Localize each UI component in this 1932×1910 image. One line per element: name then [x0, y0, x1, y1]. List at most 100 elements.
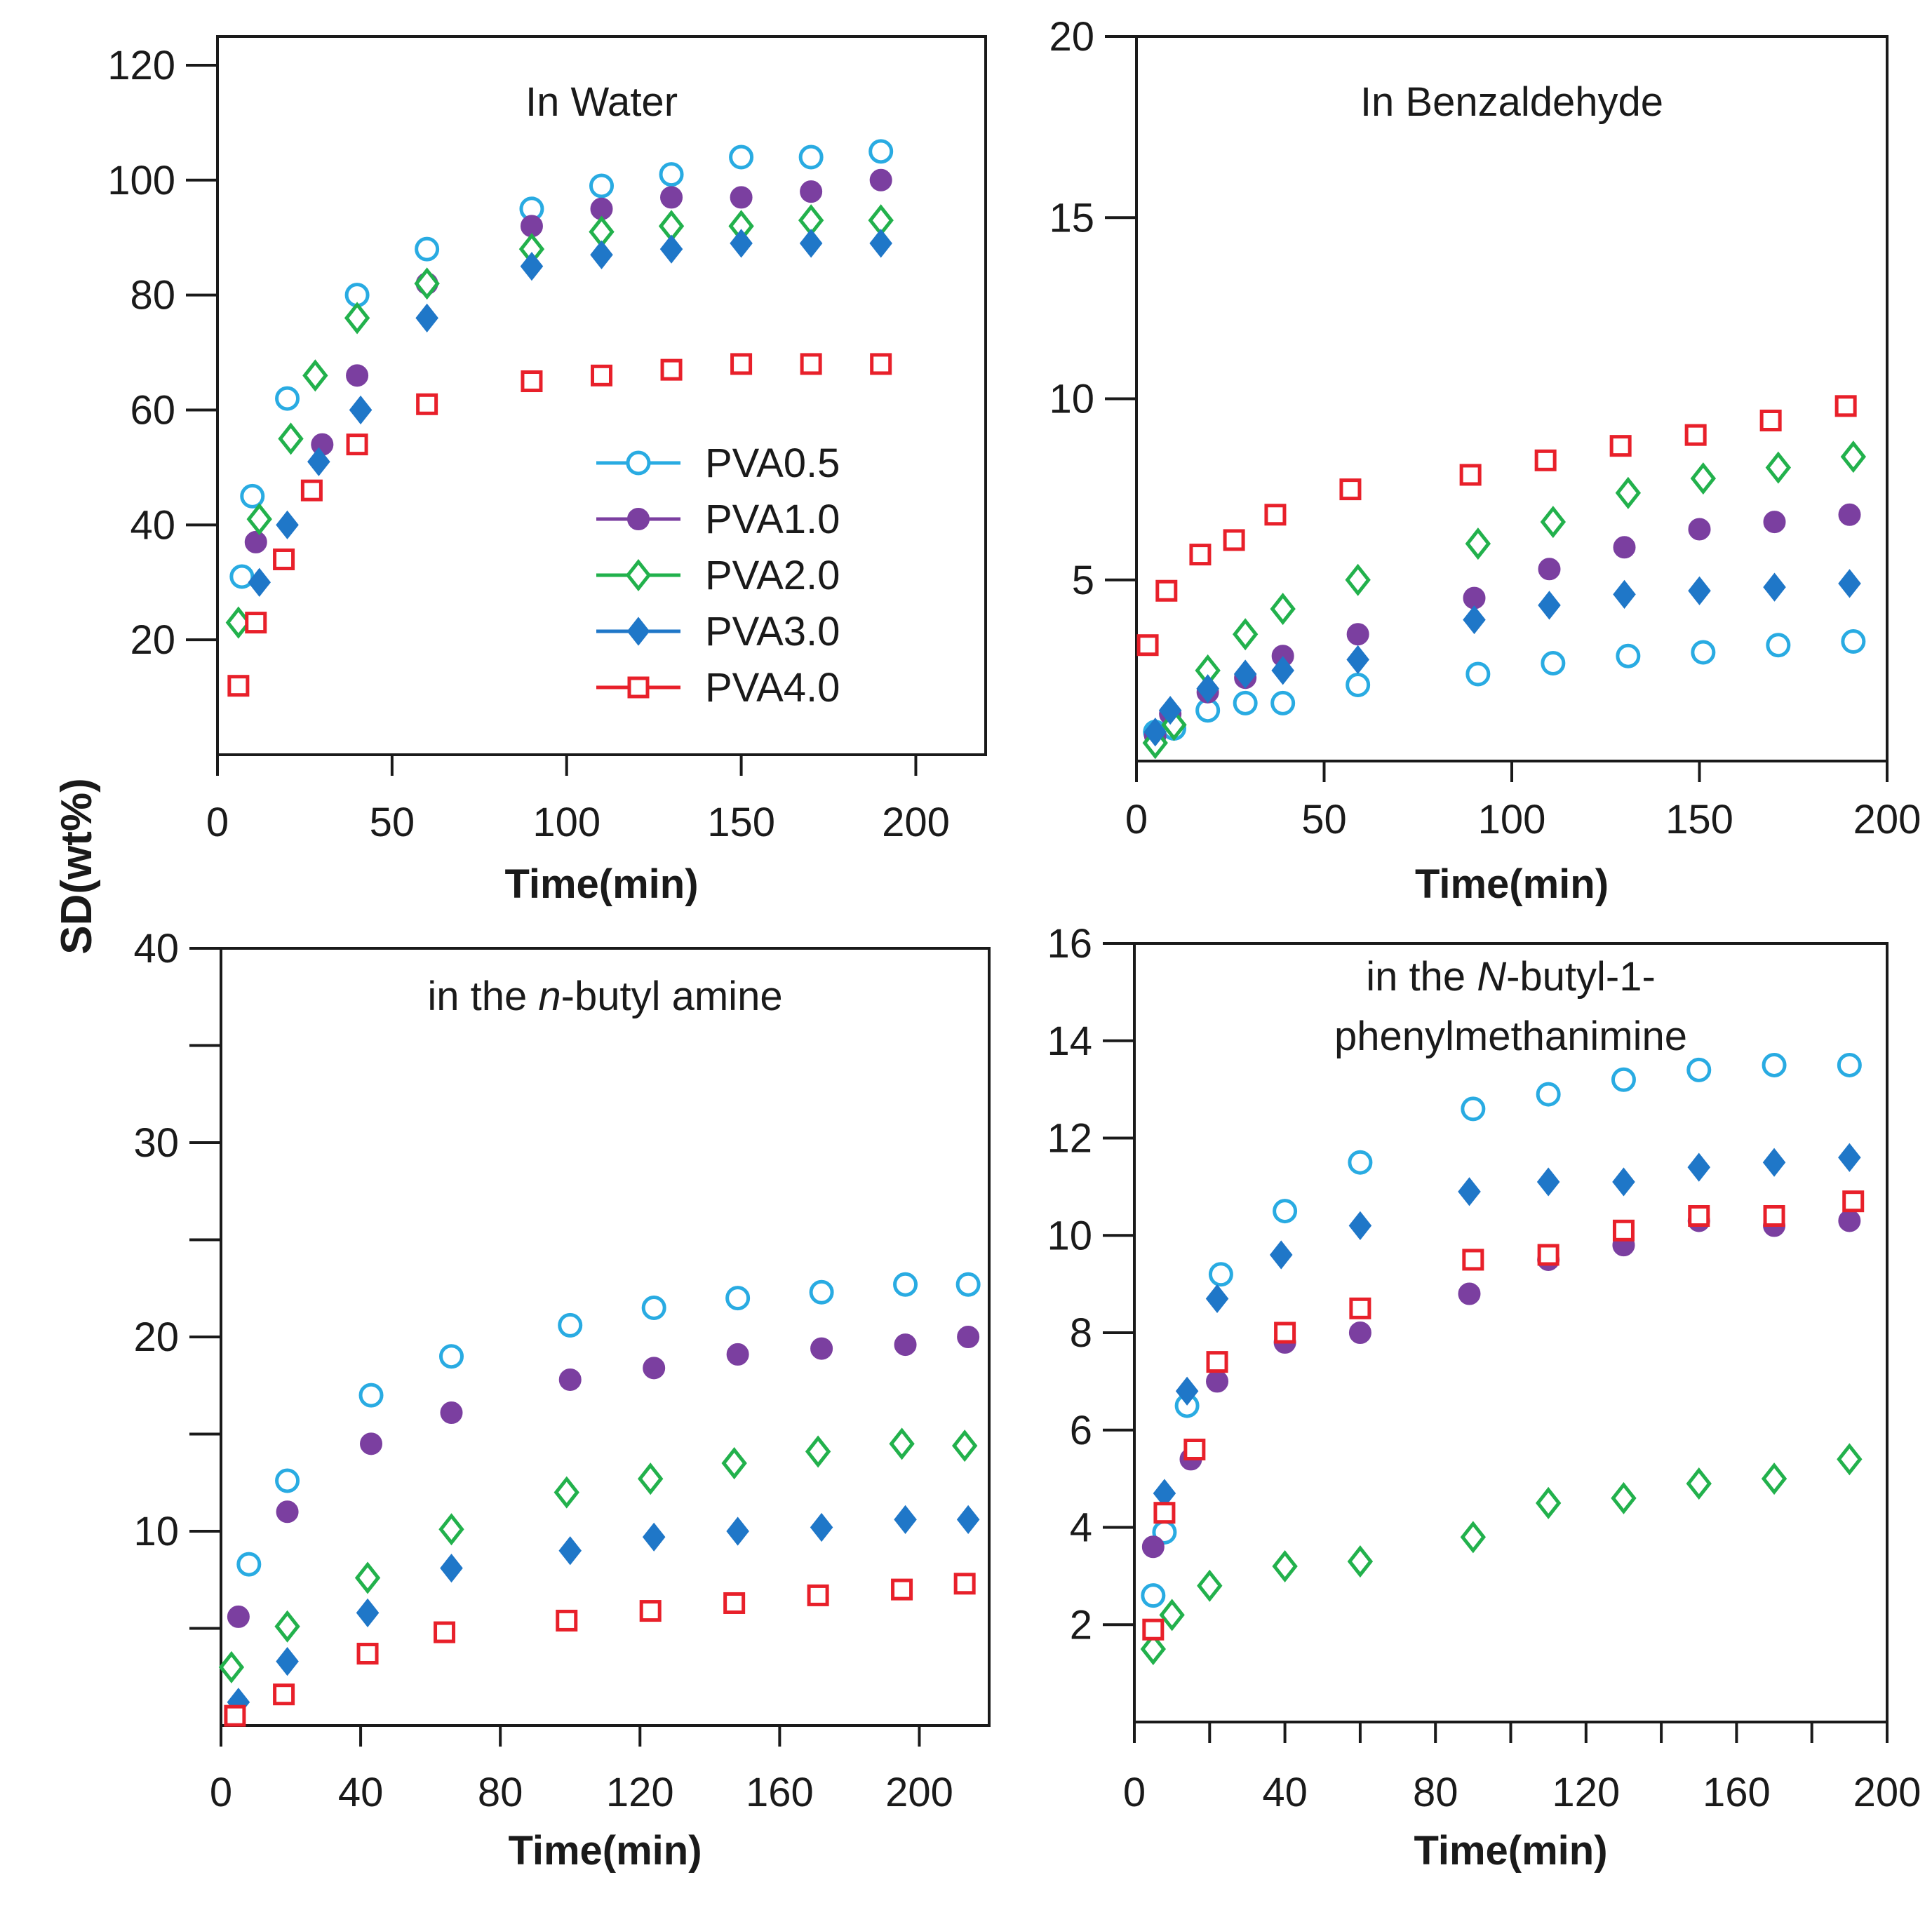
series-PVA3.0 — [1143, 569, 1861, 747]
data-point — [558, 1536, 582, 1566]
data-point — [245, 612, 267, 634]
legend-label: PVA4.0 — [705, 665, 840, 711]
data-point — [558, 1312, 583, 1338]
data-point — [1690, 462, 1717, 495]
data-point — [558, 1368, 582, 1391]
data-point — [1686, 1057, 1712, 1082]
data-point — [951, 1430, 978, 1462]
data-point — [1346, 673, 1371, 698]
data-point — [639, 1600, 662, 1622]
legend: PVA0.5 PVA1.0 PVA2.0 PVA3.0 PVA4.0 — [596, 440, 840, 711]
data-point — [307, 447, 330, 476]
data-point — [800, 353, 822, 375]
data-point — [1838, 569, 1861, 598]
data-point — [805, 1435, 831, 1468]
data-point — [1613, 536, 1636, 559]
x-tick-label: 200 — [885, 1770, 953, 1815]
data-point — [1763, 1205, 1785, 1227]
data-point — [1611, 1067, 1636, 1092]
data-point — [1196, 674, 1219, 704]
y-tick-label: 120 — [107, 43, 175, 88]
data-point — [356, 1643, 379, 1665]
data-point — [1205, 1284, 1229, 1314]
x-tick-label: 40 — [338, 1770, 384, 1815]
data-point — [809, 1279, 834, 1305]
data-point — [240, 483, 265, 509]
data-point — [957, 1326, 980, 1348]
data-point — [810, 1337, 833, 1360]
series-PVA2.0 — [1142, 440, 1867, 760]
series-PVA4.0 — [224, 1573, 976, 1727]
data-point — [1346, 645, 1369, 674]
data-point — [1143, 718, 1167, 747]
data-point — [1346, 623, 1369, 646]
data-point — [729, 144, 754, 170]
data-point — [1140, 1632, 1167, 1665]
data-point — [1838, 1143, 1861, 1172]
legend-label: PVA3.0 — [705, 609, 840, 654]
data-point — [1838, 1209, 1861, 1232]
x-tick-label: 120 — [1552, 1770, 1620, 1815]
series-PVA2.0 — [1140, 1443, 1863, 1665]
y-tick-label: 10 — [1049, 377, 1094, 422]
data-point — [889, 1427, 915, 1460]
x-tick-label: 100 — [532, 800, 601, 845]
data-point — [302, 359, 328, 392]
series-PVA0.5 — [236, 1272, 981, 1577]
data-point — [1762, 1148, 1786, 1177]
y-tick-label: 12 — [1047, 1116, 1092, 1162]
series-PVA1.0 — [1141, 1209, 1861, 1559]
panel-title: in the N-butyl-1- — [1366, 954, 1656, 1000]
data-point — [1183, 1439, 1206, 1460]
data-point — [1158, 696, 1182, 725]
series-PVA3.0 — [248, 229, 892, 597]
data-point — [274, 1610, 300, 1643]
data-point — [1233, 690, 1258, 715]
data-point — [869, 168, 892, 191]
y-tick-label: 30 — [133, 1120, 179, 1166]
panel-title: In Water — [525, 79, 678, 125]
data-point — [556, 1609, 578, 1632]
data-point — [276, 510, 299, 539]
y-tick-label: 16 — [1047, 921, 1092, 967]
data-point — [415, 236, 440, 262]
data-point — [721, 1447, 747, 1480]
data-point — [1223, 529, 1245, 551]
data-point — [1459, 464, 1482, 486]
data-point — [1688, 576, 1711, 605]
legend-label: PVA2.0 — [705, 553, 840, 598]
y-tick-label: 10 — [1047, 1213, 1092, 1258]
x-tick-label: 200 — [1853, 1770, 1921, 1815]
data-point — [659, 234, 683, 264]
legend-label: PVA1.0 — [705, 497, 840, 542]
x-tick-label: 50 — [370, 800, 415, 845]
data-point — [1348, 1211, 1372, 1240]
data-point — [1612, 1167, 1635, 1197]
y-tick-label: 80 — [130, 273, 175, 318]
x-tick-label: 0 — [210, 1770, 232, 1815]
data-point — [244, 530, 267, 553]
data-point — [1688, 518, 1711, 541]
data-point — [414, 267, 440, 300]
data-point — [1538, 591, 1561, 620]
y-tick-label: 60 — [130, 387, 175, 433]
data-point — [1765, 451, 1792, 484]
data-point — [1348, 1150, 1373, 1175]
data-point — [1208, 1262, 1233, 1287]
panel-title: phenylmethanimine — [1334, 1014, 1687, 1059]
data-point — [1834, 395, 1857, 417]
data-point — [278, 422, 304, 455]
data-point — [589, 173, 614, 199]
data-point — [1540, 506, 1567, 539]
y-tick-label: 15 — [1049, 195, 1094, 241]
legend-marker — [627, 676, 650, 699]
data-point — [1684, 424, 1707, 446]
data-point — [1347, 1545, 1374, 1578]
data-point — [1691, 640, 1716, 665]
legend-marker — [626, 450, 651, 476]
y-tick-label: 14 — [1047, 1018, 1092, 1064]
data-point — [1458, 1177, 1481, 1206]
data-point — [1842, 1190, 1865, 1213]
data-point — [891, 1578, 913, 1601]
x-tick-label: 120 — [606, 1770, 674, 1815]
